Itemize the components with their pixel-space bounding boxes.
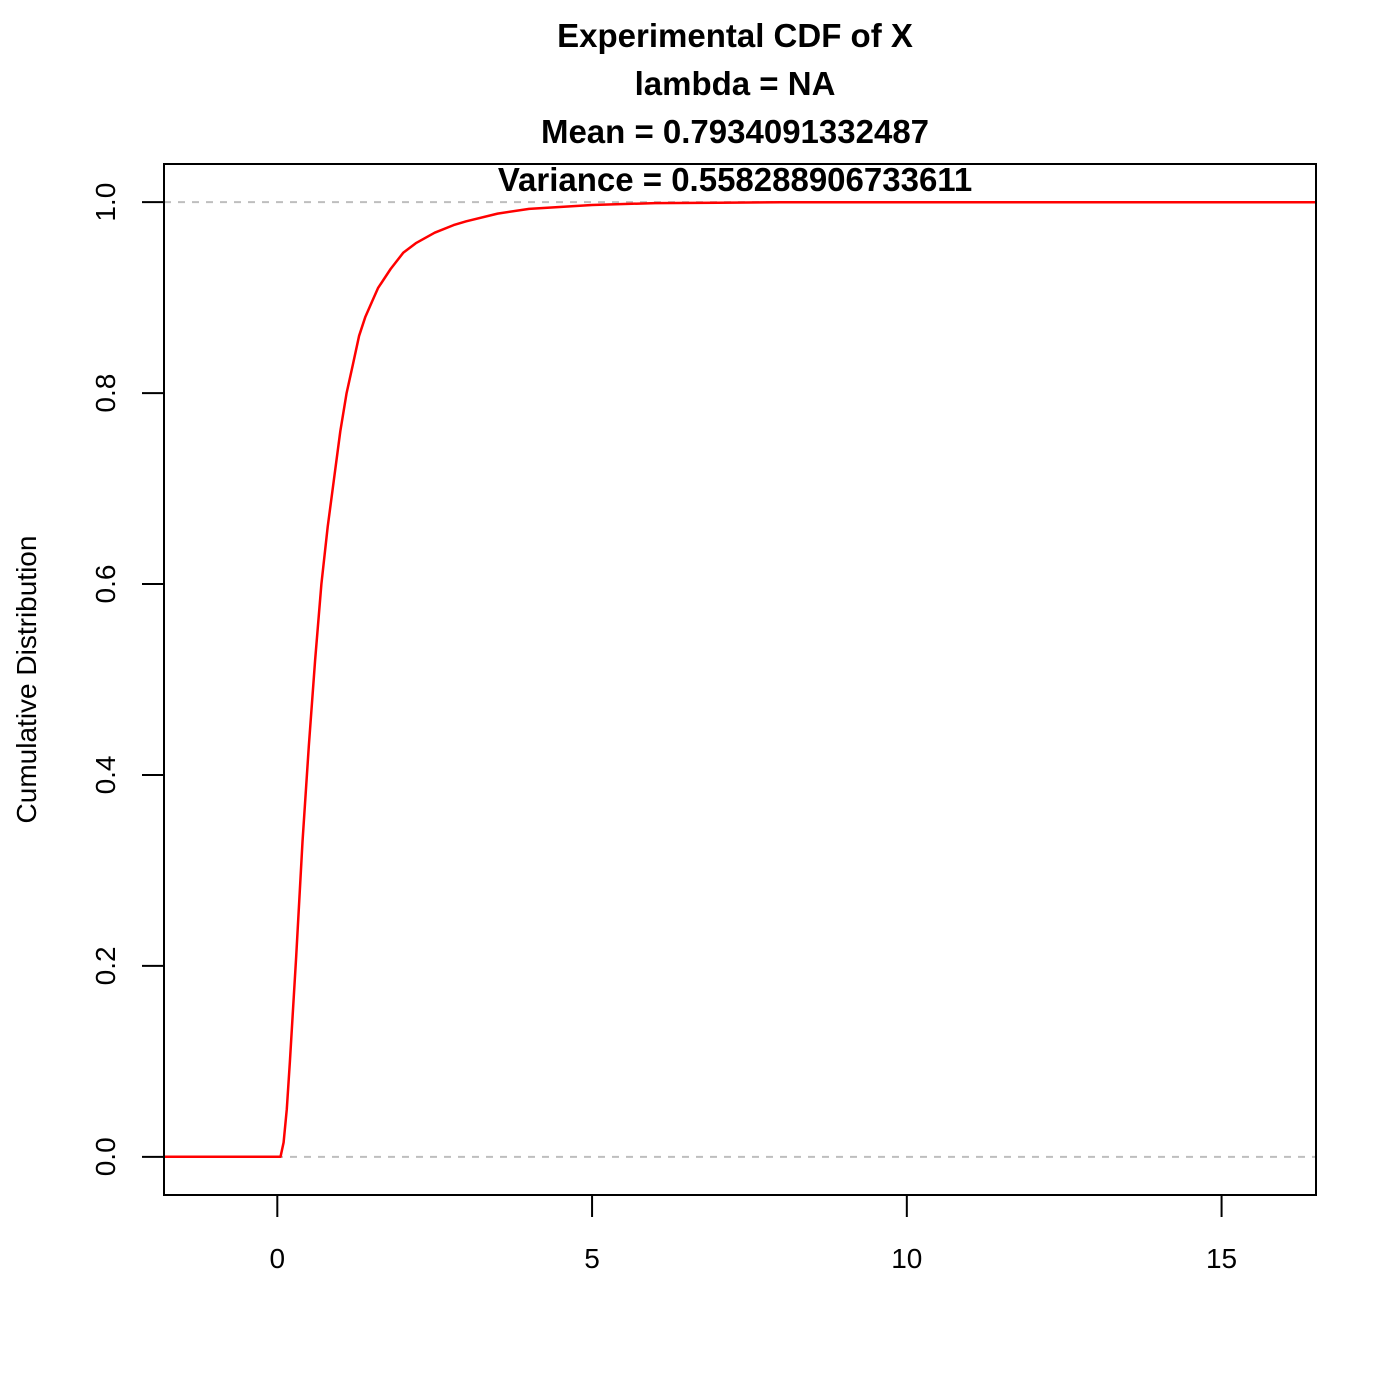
reference-lines [164, 201, 1316, 1158]
x-axis: 0 5 10 15 [270, 1194, 1237, 1274]
series-group [164, 200, 1316, 1159]
y-tick-label: 0.8 [90, 374, 121, 413]
cdf-series-line-0 [164, 200, 1316, 1159]
chart-title: Experimental CDF of X lambda = NA Mean = 0… [498, 17, 972, 198]
plot-frame [163, 163, 1317, 1196]
y-tick-label: 0.6 [90, 565, 121, 604]
y-axis-label: Cumulative Distribution [11, 536, 42, 824]
title-line-4: Variance = 0.558288906733611 [498, 161, 972, 198]
x-tick-label: 5 [584, 1243, 600, 1274]
y-tick-label: 1.0 [90, 183, 121, 222]
x-tick-label: 10 [891, 1243, 922, 1274]
y-tick-label: 0.2 [90, 946, 121, 985]
y-axis: 0.0 0.2 0.4 0.6 0.8 1.0 [90, 183, 165, 1176]
x-tick-label: 15 [1206, 1243, 1237, 1274]
title-line-1: Experimental CDF of X [557, 17, 913, 54]
y-tick-label: 0.4 [90, 755, 121, 794]
title-line-2: lambda = NA [635, 65, 836, 102]
y-tick-label: 0.0 [90, 1137, 121, 1176]
x-tick-label: 0 [270, 1243, 286, 1274]
title-line-3: Mean = 0.7934091332487 [541, 113, 929, 150]
